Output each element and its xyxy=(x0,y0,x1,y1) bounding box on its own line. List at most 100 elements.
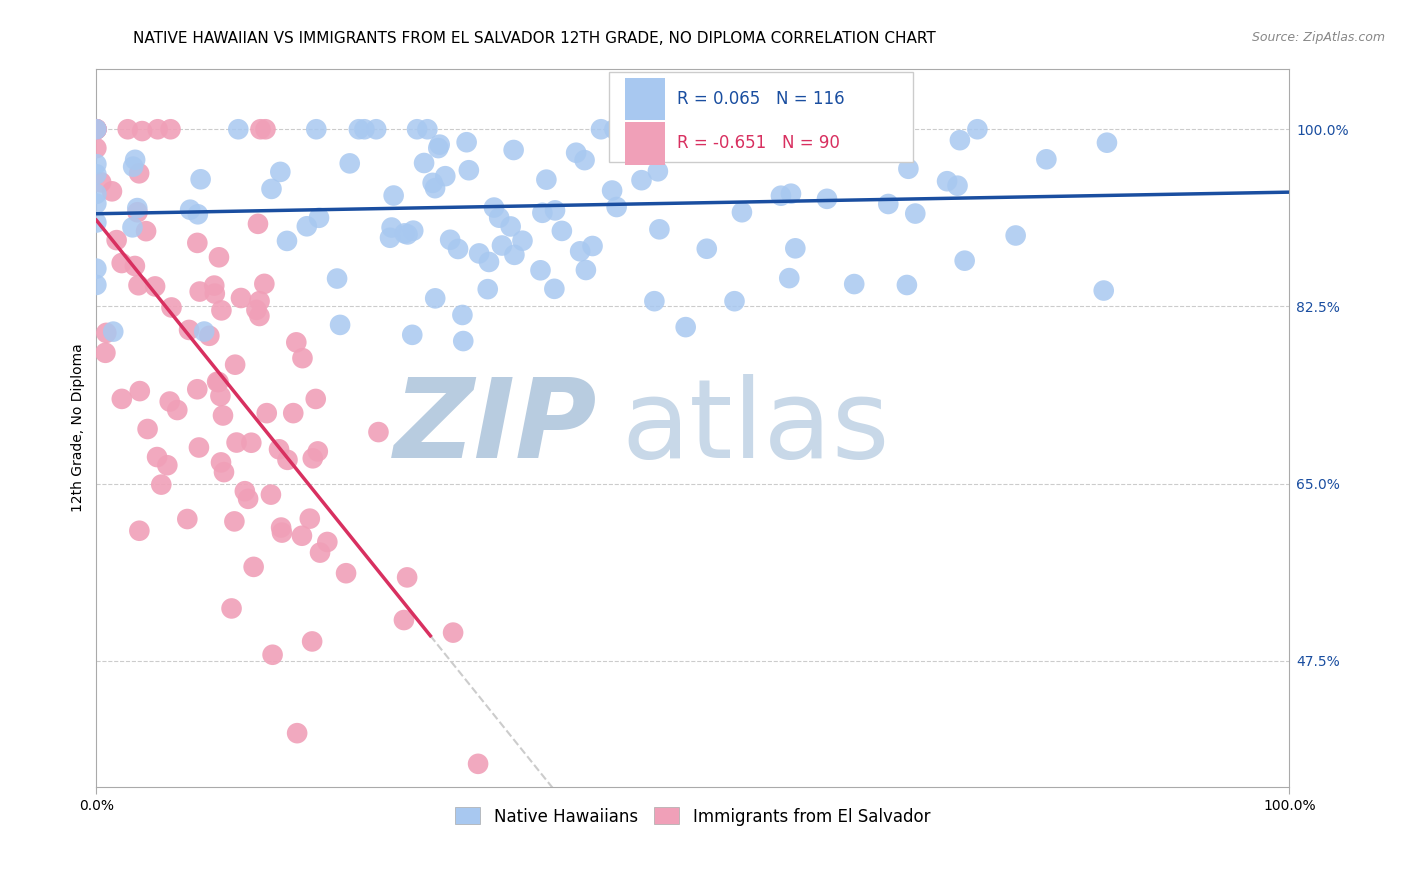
Point xyxy=(447,242,470,256)
Point xyxy=(502,143,524,157)
Point xyxy=(491,238,513,252)
Text: atlas: atlas xyxy=(621,375,890,482)
Point xyxy=(457,163,479,178)
Point xyxy=(329,318,352,332)
Point xyxy=(187,441,209,455)
Point xyxy=(366,122,388,136)
Point xyxy=(309,546,332,560)
Point xyxy=(86,277,108,292)
Point xyxy=(86,141,108,155)
Point xyxy=(295,219,318,234)
Point xyxy=(661,130,683,145)
Point xyxy=(159,122,181,136)
Point xyxy=(434,169,457,184)
Point xyxy=(105,233,128,247)
Point xyxy=(643,294,665,309)
Point xyxy=(253,277,276,291)
Point xyxy=(636,122,658,136)
Point xyxy=(124,153,146,167)
Point xyxy=(246,217,269,231)
Point xyxy=(209,389,232,403)
Point xyxy=(101,184,124,198)
Point xyxy=(652,122,675,136)
Point xyxy=(103,325,125,339)
Point xyxy=(382,188,405,202)
Point xyxy=(86,261,108,276)
Point xyxy=(503,248,526,262)
Point xyxy=(678,129,700,144)
Point xyxy=(308,211,330,225)
Point xyxy=(127,205,149,219)
Point xyxy=(603,122,626,136)
Point xyxy=(896,278,918,293)
Point xyxy=(427,141,450,155)
Point xyxy=(439,233,461,247)
Point xyxy=(326,271,349,285)
Point xyxy=(177,323,200,337)
Point xyxy=(269,165,291,179)
Point xyxy=(422,176,444,190)
Point xyxy=(396,570,419,584)
Point xyxy=(204,286,226,301)
Point xyxy=(401,327,423,342)
Point xyxy=(146,122,169,136)
Point xyxy=(339,156,361,170)
Point xyxy=(291,351,314,366)
Point xyxy=(249,309,271,323)
Point xyxy=(136,422,159,436)
Point xyxy=(425,291,447,305)
Point xyxy=(229,291,252,305)
Point xyxy=(946,178,969,193)
Point xyxy=(86,186,108,201)
Point xyxy=(1092,284,1115,298)
Point xyxy=(159,394,181,409)
Point xyxy=(209,303,232,318)
Point xyxy=(90,175,112,189)
Point xyxy=(242,560,264,574)
Point xyxy=(270,520,292,534)
Point xyxy=(86,157,108,171)
Point xyxy=(392,613,415,627)
Point xyxy=(544,203,567,218)
Point xyxy=(416,122,439,136)
Point xyxy=(176,512,198,526)
Point xyxy=(205,375,228,389)
Point xyxy=(285,335,308,350)
Point xyxy=(131,124,153,138)
Point xyxy=(610,122,633,136)
Point xyxy=(529,263,551,277)
Point xyxy=(256,406,278,420)
Point xyxy=(128,384,150,398)
Point xyxy=(86,122,108,136)
Point xyxy=(600,184,623,198)
Text: R = 0.065   N = 116: R = 0.065 N = 116 xyxy=(678,90,845,108)
Point xyxy=(188,285,211,299)
Point xyxy=(94,346,117,360)
Point xyxy=(276,453,298,467)
Point xyxy=(212,409,235,423)
Point xyxy=(536,172,558,186)
Point xyxy=(225,435,247,450)
Point xyxy=(581,239,603,253)
Point xyxy=(769,188,792,202)
Point xyxy=(681,128,703,142)
Point xyxy=(86,122,108,136)
Point xyxy=(785,241,807,255)
Point xyxy=(111,392,134,406)
Point xyxy=(117,122,139,136)
Point xyxy=(86,196,108,211)
Point xyxy=(648,222,671,236)
Point xyxy=(260,182,283,196)
Point xyxy=(723,294,745,309)
Point xyxy=(904,206,927,220)
Point xyxy=(254,122,277,136)
Point xyxy=(477,282,499,296)
Point xyxy=(143,279,166,293)
Point xyxy=(467,756,489,771)
Point xyxy=(245,302,267,317)
Text: ZIP: ZIP xyxy=(394,375,598,482)
Point xyxy=(551,224,574,238)
Point xyxy=(949,133,972,147)
Point xyxy=(647,164,669,178)
Point xyxy=(429,137,451,152)
